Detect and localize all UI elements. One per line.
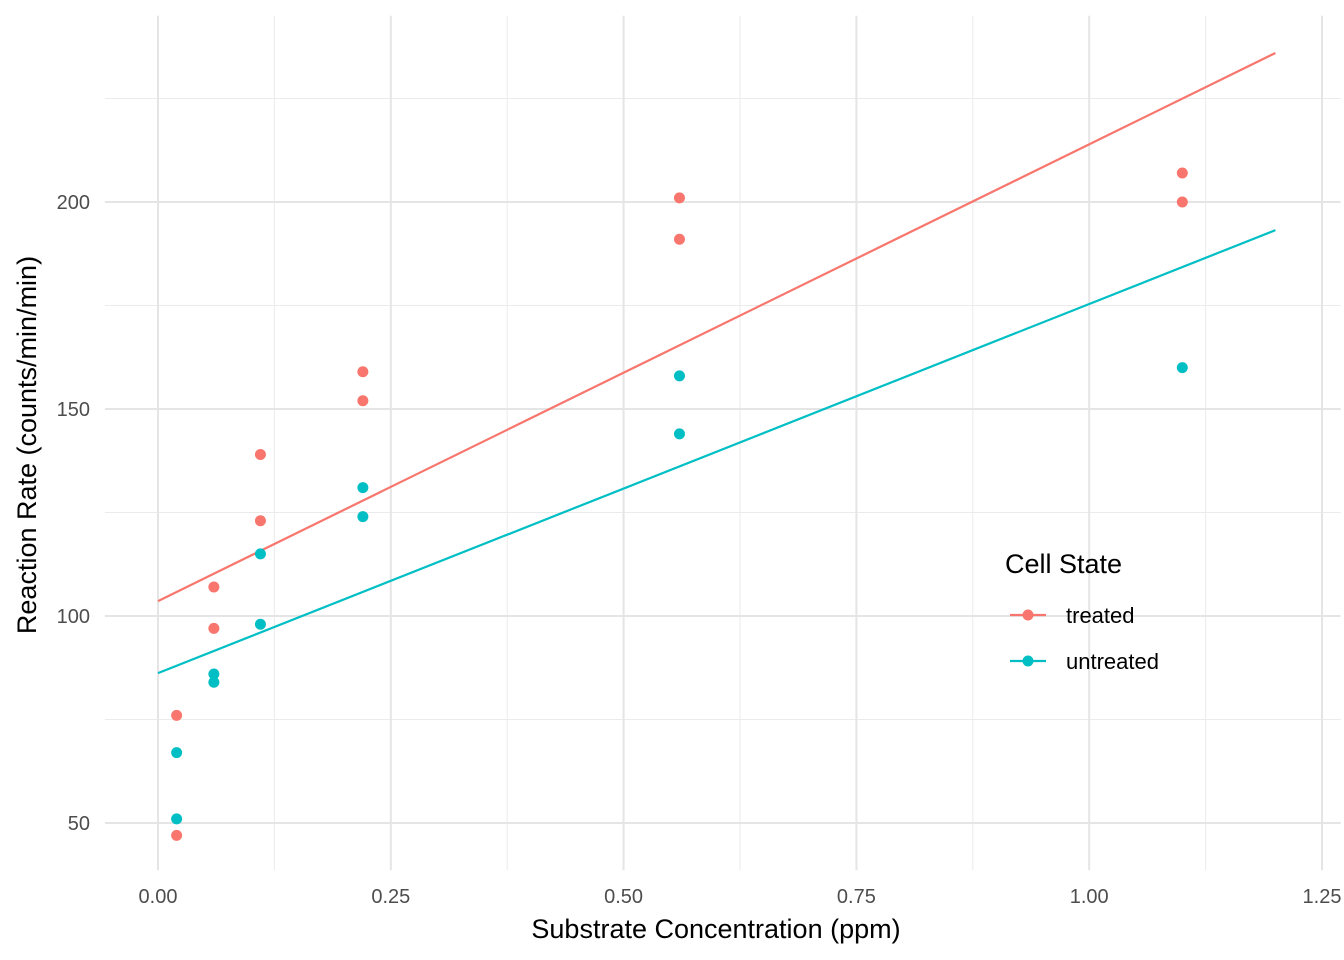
fit-line-treated (157, 51, 1276, 603)
legend: Cell State treated untreated (1005, 549, 1159, 674)
point-untreated (254, 548, 266, 560)
y-tick-label: 50 (68, 813, 90, 835)
data-points (171, 167, 1188, 841)
point-untreated (1176, 362, 1188, 374)
legend-key-point-treated (1022, 609, 1034, 621)
point-untreated (254, 618, 266, 630)
y-axis-title: Reaction Rate (counts/min/min) (12, 256, 42, 634)
point-treated (673, 192, 685, 204)
fit-line-untreated (157, 229, 1276, 675)
point-untreated (357, 511, 369, 523)
point-untreated (208, 676, 220, 688)
point-treated (1176, 167, 1188, 179)
grid (104, 15, 1341, 871)
x-tick-label: 0.50 (604, 886, 643, 908)
x-tick-label: 1.00 (1070, 886, 1109, 908)
fit-lines (157, 51, 1276, 675)
y-tick-label: 150 (57, 399, 90, 421)
x-tick-label: 1.25 (1303, 886, 1342, 908)
x-tick-label: 0.75 (837, 886, 876, 908)
point-treated (208, 622, 220, 634)
point-treated (357, 366, 369, 378)
point-untreated (357, 482, 369, 494)
point-treated (1176, 196, 1188, 208)
y-tick-label: 100 (57, 606, 90, 628)
point-treated (254, 515, 266, 527)
point-treated (673, 233, 685, 245)
legend-key-point-untreated (1022, 655, 1034, 667)
point-treated (357, 395, 369, 407)
legend-title: Cell State (1005, 549, 1122, 579)
y-tick-label: 200 (57, 192, 90, 214)
point-treated (254, 449, 266, 461)
x-tick-label: 0.25 (371, 886, 410, 908)
point-treated (171, 709, 183, 721)
point-untreated (673, 370, 685, 382)
point-untreated (673, 428, 685, 440)
point-untreated (171, 747, 183, 759)
x-tick-label: 0.00 (139, 886, 178, 908)
point-untreated (208, 668, 220, 680)
legend-label-untreated: untreated (1066, 649, 1159, 674)
point-untreated (171, 813, 183, 825)
x-axis-title: Substrate Concentration (ppm) (531, 914, 900, 944)
tick-labels: 0.00 0.25 0.50 0.75 1.00 1.25 50 100 150 200 (57, 192, 1342, 908)
legend-label-treated: treated (1066, 603, 1135, 628)
point-treated (171, 829, 183, 841)
point-treated (208, 581, 220, 593)
